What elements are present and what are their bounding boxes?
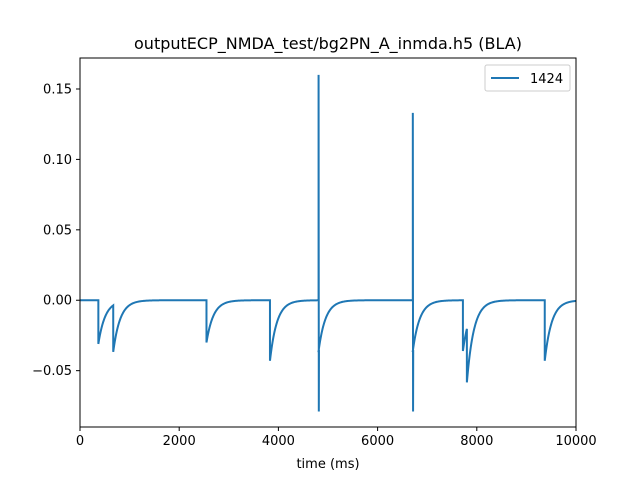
legend-label: 1424 xyxy=(530,72,563,87)
y-tick-label: −0.05 xyxy=(32,364,72,379)
x-tick-label: 10000 xyxy=(555,434,596,449)
legend: 1424 xyxy=(484,64,571,92)
y-axis: −0.05 0.00 0.05 0.10 0.15 xyxy=(32,82,80,379)
y-tick-label: 0.05 xyxy=(43,223,72,238)
x-axis: 0 2000 4000 6000 8000 10000 xyxy=(76,427,597,449)
y-tick-label: 0.10 xyxy=(43,153,72,168)
y-tick-label: 0.00 xyxy=(43,294,72,309)
x-tick-label: 4000 xyxy=(262,434,295,449)
legend-box xyxy=(484,64,571,92)
plot-area xyxy=(79,57,577,428)
x-tick-label: 2000 xyxy=(163,434,196,449)
axes-frame xyxy=(79,57,577,428)
y-tick-label: 0.15 xyxy=(43,82,72,97)
chart-title: outputECP_NMDA_test/bg2PN_A_inmda.h5 (BL… xyxy=(134,34,522,54)
x-tick-label: 6000 xyxy=(361,434,394,449)
x-tick-label: 0 xyxy=(76,434,84,449)
x-tick-label: 8000 xyxy=(460,434,493,449)
series-line-1424 xyxy=(80,74,577,412)
x-axis-label: time (ms) xyxy=(296,457,359,472)
